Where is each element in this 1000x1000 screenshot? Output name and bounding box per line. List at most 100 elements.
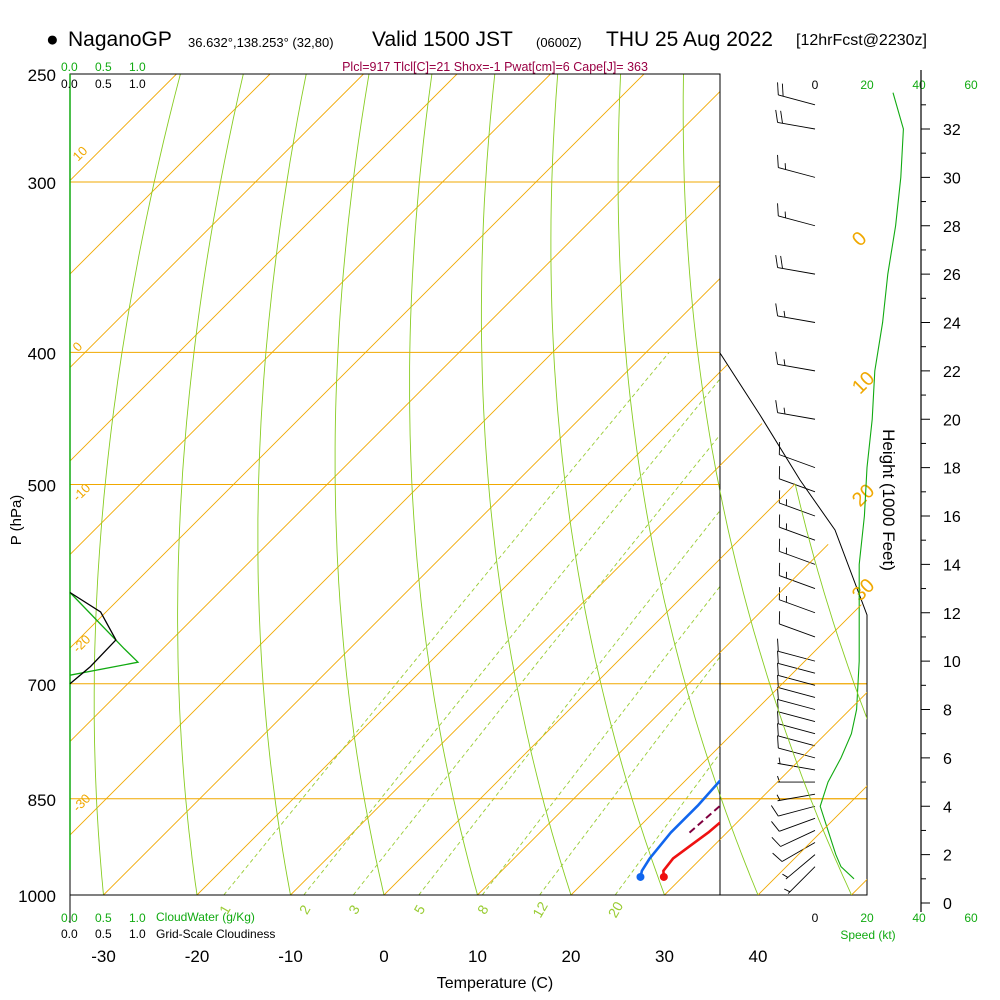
height-tick-label: 4 [943, 799, 952, 816]
wind-barb-feather [777, 638, 779, 652]
wind-barb-staff [779, 623, 816, 638]
stability-indices: Plcl=917 Tlcl[C]=21 Shox=-1 Pwat[cm]=6 C… [342, 60, 648, 74]
height-tick-label: 6 [943, 751, 952, 768]
wind-barb-staff [779, 502, 816, 517]
wind-barb [775, 254, 816, 275]
wind-barb [777, 82, 816, 106]
wind-barb-half-feather [778, 757, 781, 764]
cloudiness-scale-bottom-1: 0.5 [95, 927, 112, 941]
height-tick-label: 18 [943, 461, 961, 478]
x-axis-label: Temperature (C) [437, 975, 553, 992]
wind-barb [778, 466, 816, 493]
surface-temperature-dot [659, 872, 668, 881]
wind-barb [771, 830, 816, 847]
isotherm-line [383, 558, 720, 895]
wind-barb-half-feather [782, 873, 789, 878]
wind-barb [778, 611, 816, 638]
wind-barb-feather [777, 735, 779, 749]
wind-barb-half-feather [783, 310, 786, 318]
isotherm-line [70, 74, 271, 275]
wind-barb-staff [777, 762, 816, 771]
height-tick-label: 12 [943, 606, 961, 623]
height-tick-label: 16 [943, 509, 961, 526]
isotherm-line [477, 651, 720, 895]
wind-barb-staff [779, 478, 816, 493]
wind-barb-staff [778, 805, 816, 817]
wind-barb-feather [777, 662, 779, 676]
height-tick-label: 20 [943, 412, 961, 429]
wind-barb-staff [777, 412, 816, 420]
wind-barb [777, 203, 816, 227]
station-bullet: ● [46, 28, 59, 51]
wind-barb-half-feather [784, 888, 791, 893]
wind-barb-feather [781, 83, 784, 97]
height-tick-label: 10 [943, 654, 961, 671]
dry-adiabat-line [257, 74, 307, 895]
isotherm-line [720, 353, 867, 895]
cloudiness-scale-top-0: 0.0 [61, 77, 78, 91]
height-tick-label: 28 [943, 219, 961, 236]
wind-barb-staff [779, 817, 816, 832]
wind-barb-feather [777, 154, 779, 168]
dry-adiabat-line [617, 74, 720, 797]
wind-speed-tick-top: 0 [812, 78, 819, 92]
wind-barb-half-feather [777, 775, 780, 783]
wind-barb-feather [775, 351, 779, 365]
wind-speed-tick-bottom: 20 [860, 911, 874, 925]
temperature-tick-label: 30 [655, 947, 674, 966]
wind-barb [777, 638, 816, 662]
surface-dewpoint-dot [636, 872, 645, 881]
mixing-ratio-label: 20 [605, 899, 627, 921]
wind-barb-feather [777, 82, 779, 96]
dry-adiabat-line [682, 74, 720, 494]
height-tick-label: 2 [943, 848, 952, 865]
wind-barb-staff [778, 699, 816, 710]
isotherm-line [70, 74, 458, 462]
wind-barb-staff [778, 167, 816, 178]
temperature-tick-label: 40 [749, 947, 768, 966]
wind-barb-feather [771, 821, 780, 832]
cloudwater-scale-top-1: 0.5 [95, 60, 112, 74]
wind-barb-staff [778, 687, 816, 698]
wind-barb [775, 351, 816, 372]
pressure-tick-label: 700 [28, 676, 56, 695]
cloudwater-scale-top-2: 1.0 [129, 60, 146, 74]
dry-adiabat-line [550, 74, 665, 895]
dry-adiabat-line [409, 74, 478, 895]
wind-panel-frame [719, 352, 868, 896]
isotherm-line [70, 74, 364, 369]
wind-barb-feather [777, 674, 779, 688]
temperature-tick-label: 20 [562, 947, 581, 966]
wind-speed-tick-bottom: 60 [964, 911, 978, 925]
wind-barb-feather [780, 255, 783, 269]
temperature-tick-label: -20 [185, 947, 210, 966]
wind-speed-profile [819, 92, 904, 880]
wind-barb [777, 723, 816, 747]
wind-barb-staff [778, 675, 816, 686]
wind-barb [770, 805, 816, 817]
pressure-tick-label: 850 [28, 791, 56, 810]
mixing-ratio-label: 12 [529, 899, 551, 921]
forecast-info: [12hrFcst@2230z] [796, 32, 927, 49]
wind-barb-feather [775, 303, 779, 316]
wind-barb-staff [778, 711, 816, 723]
wind-speed-tick-top: 60 [964, 78, 978, 92]
wind-barb-feather [772, 852, 783, 862]
cloudwater-legend: CloudWater (g/Kg) [156, 910, 255, 924]
dry-adiabat-line [480, 74, 572, 895]
wind-barb-half-feather [783, 407, 786, 415]
wind-barb-staff [779, 575, 816, 589]
dewpoint-line [639, 778, 720, 878]
isotherm-line [720, 353, 867, 895]
mixing-ratio-line [614, 752, 720, 895]
wind-barb-staff [780, 830, 816, 847]
wind-speed-tick-bottom: 40 [912, 911, 926, 925]
pressure-tick-label: 500 [28, 477, 56, 496]
height-tick-label: 32 [943, 122, 961, 139]
wind-barb [778, 490, 816, 517]
cloudwater-scale-bottom-2: 1.0 [129, 911, 146, 925]
wind-barb [777, 757, 816, 771]
wind-barb-staff [778, 94, 816, 106]
wind-barb-feather [775, 109, 779, 123]
wind-barb-feather [775, 254, 779, 268]
